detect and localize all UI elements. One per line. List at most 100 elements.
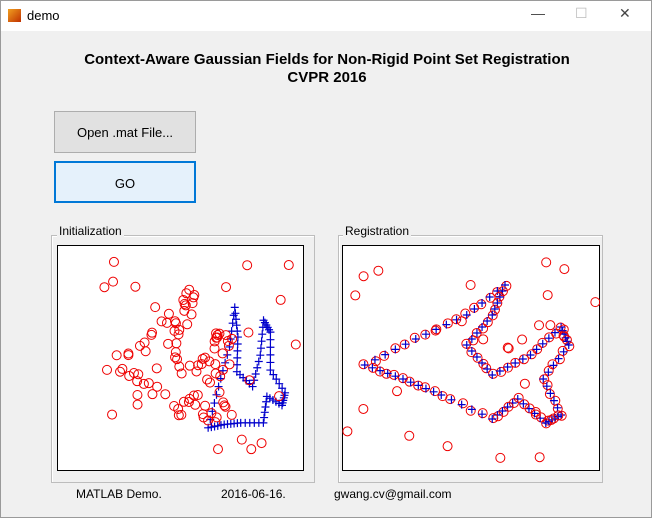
cross-marker bbox=[549, 361, 558, 370]
cross-marker bbox=[272, 375, 281, 384]
point-marker bbox=[179, 298, 190, 309]
cross-marker bbox=[560, 330, 569, 339]
point-marker bbox=[236, 434, 247, 445]
cross-marker bbox=[544, 368, 553, 377]
cross-marker bbox=[266, 366, 275, 375]
point-marker bbox=[220, 401, 231, 412]
point-marker bbox=[519, 378, 530, 389]
point-marker bbox=[244, 375, 255, 386]
cross-marker bbox=[526, 351, 535, 359]
cross-marker bbox=[212, 390, 221, 399]
point-marker bbox=[197, 353, 208, 364]
title-bar: demo — ☐ ✕ bbox=[1, 1, 651, 31]
point-marker bbox=[530, 407, 541, 418]
cross-marker bbox=[488, 371, 497, 379]
point-marker bbox=[488, 368, 499, 379]
cross-marker bbox=[233, 353, 242, 362]
cross-marker bbox=[360, 361, 369, 369]
point-marker bbox=[557, 345, 568, 356]
cross-marker bbox=[414, 381, 423, 390]
point-marker bbox=[420, 382, 431, 393]
point-marker bbox=[510, 357, 521, 368]
open-button[interactable]: Open .mat File... bbox=[54, 111, 196, 153]
cross-marker bbox=[557, 323, 566, 331]
point-marker bbox=[437, 391, 448, 402]
cross-marker bbox=[550, 328, 559, 337]
point-marker bbox=[495, 452, 506, 463]
point-marker bbox=[174, 324, 185, 335]
cross-marker bbox=[266, 335, 275, 344]
point-marker bbox=[530, 409, 541, 420]
minimize[interactable]: — bbox=[531, 5, 545, 21]
maximize[interactable]: ☐ bbox=[575, 5, 588, 21]
point-marker bbox=[221, 282, 232, 293]
point-marker bbox=[180, 300, 191, 311]
cross-marker bbox=[368, 363, 377, 372]
point-marker bbox=[458, 398, 469, 409]
close[interactable]: ✕ bbox=[619, 5, 631, 21]
point-marker bbox=[191, 366, 202, 377]
point-marker bbox=[123, 348, 134, 359]
point-marker bbox=[147, 389, 158, 400]
point-marker bbox=[163, 338, 174, 349]
point-marker bbox=[358, 271, 369, 282]
cross-marker bbox=[406, 378, 415, 387]
cross-marker bbox=[376, 366, 385, 375]
point-marker bbox=[494, 291, 505, 302]
point-marker bbox=[442, 441, 453, 452]
cross-marker bbox=[214, 382, 223, 391]
point-marker bbox=[476, 299, 487, 310]
go-button[interactable]: GO bbox=[54, 161, 196, 203]
cross-marker bbox=[564, 341, 573, 349]
cross-marker bbox=[518, 355, 527, 363]
header-title: Context-Aware Gaussian Fields for Non-Ri… bbox=[84, 51, 570, 68]
cross-marker bbox=[478, 299, 487, 307]
cross-marker bbox=[462, 341, 471, 349]
point-marker bbox=[170, 316, 181, 327]
point-marker bbox=[226, 409, 237, 420]
cross-marker bbox=[251, 370, 260, 379]
cross-marker bbox=[233, 327, 242, 336]
point-marker bbox=[156, 316, 167, 327]
point-marker bbox=[192, 390, 203, 401]
cross-marker bbox=[269, 370, 278, 379]
point-marker bbox=[117, 363, 128, 374]
point-marker bbox=[173, 410, 184, 421]
cross-marker bbox=[266, 350, 275, 359]
cross-marker bbox=[498, 407, 507, 415]
cross-marker bbox=[488, 415, 497, 423]
cross-marker bbox=[266, 343, 275, 352]
point-marker bbox=[379, 350, 390, 361]
point-marker bbox=[212, 329, 223, 340]
cross-marker bbox=[233, 333, 242, 342]
point-marker bbox=[342, 426, 353, 437]
point-marker bbox=[161, 317, 172, 328]
point-marker bbox=[465, 279, 476, 290]
panel-frame bbox=[338, 235, 603, 483]
cross-marker bbox=[256, 344, 265, 353]
cross-marker bbox=[207, 423, 216, 432]
point-marker bbox=[493, 411, 504, 422]
point-marker bbox=[222, 336, 233, 347]
plot bbox=[57, 245, 304, 471]
point-marker bbox=[559, 264, 570, 275]
cross-marker bbox=[495, 293, 504, 301]
cross-marker bbox=[228, 319, 237, 328]
point-marker bbox=[210, 368, 221, 379]
cross-marker bbox=[381, 350, 390, 359]
point-marker bbox=[472, 352, 483, 363]
point-marker bbox=[492, 297, 503, 308]
panel-title: Initialization bbox=[57, 224, 124, 238]
app-icon bbox=[8, 9, 21, 22]
cross-marker bbox=[230, 303, 239, 312]
point-marker bbox=[478, 334, 489, 345]
cross-marker bbox=[262, 397, 271, 406]
cross-marker bbox=[511, 359, 520, 367]
point-marker bbox=[184, 284, 195, 295]
point-marker bbox=[534, 452, 545, 463]
point-marker bbox=[431, 324, 442, 335]
cross-marker bbox=[538, 339, 547, 348]
point-marker bbox=[404, 430, 415, 441]
point-marker bbox=[181, 288, 192, 299]
cross-marker bbox=[257, 337, 266, 346]
